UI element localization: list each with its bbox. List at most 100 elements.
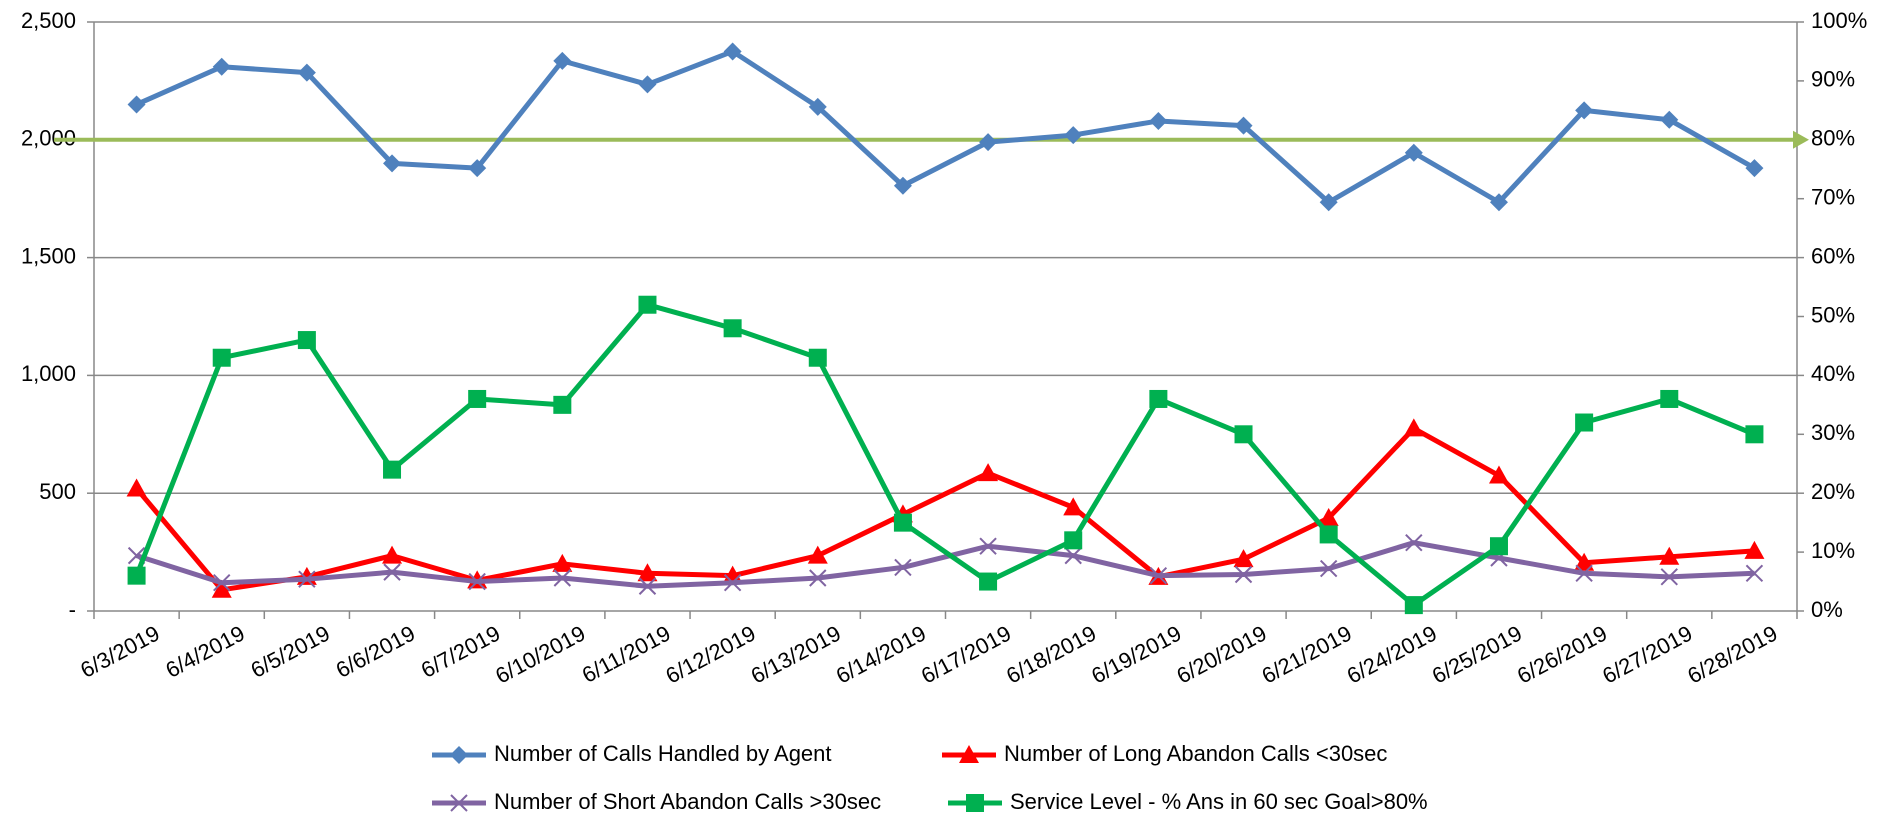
- x-tick-label: 6/27/2019: [1598, 620, 1696, 688]
- y2-tick-label: 80%: [1811, 126, 1855, 151]
- point: [1575, 413, 1594, 432]
- point: [1149, 566, 1168, 585]
- y2-tick-label: 50%: [1811, 302, 1855, 327]
- point: [1660, 389, 1679, 408]
- point: [383, 460, 402, 479]
- point: [1660, 110, 1679, 129]
- legend-label: Number of Calls Handled by Agent: [494, 741, 832, 766]
- point: [1745, 159, 1764, 178]
- point: [553, 51, 572, 70]
- point: [1659, 546, 1680, 565]
- legend-marker: [450, 746, 468, 764]
- point: [383, 154, 402, 173]
- point: [1319, 193, 1338, 212]
- y2-tick-label: 60%: [1811, 243, 1855, 268]
- point: [552, 553, 573, 572]
- point: [1064, 126, 1083, 145]
- point: [893, 513, 912, 532]
- y2-tick-label: 90%: [1811, 67, 1855, 92]
- y2-tick-label: 40%: [1811, 361, 1855, 386]
- x-tick-label: 6/21/2019: [1258, 620, 1356, 688]
- legend-marker: [959, 745, 979, 763]
- point: [1064, 531, 1083, 550]
- x-tick-label: 6/28/2019: [1683, 620, 1781, 688]
- point: [979, 537, 997, 555]
- point: [893, 176, 912, 195]
- point: [1574, 552, 1595, 571]
- y-tick-label: 500: [39, 479, 76, 504]
- point: [894, 558, 912, 577]
- y2-tick-label: 20%: [1811, 479, 1855, 504]
- y2-tick-label: 10%: [1811, 538, 1855, 563]
- point: [1234, 116, 1253, 135]
- point: [1575, 101, 1594, 120]
- point: [553, 569, 572, 587]
- x-tick-label: 6/11/2019: [578, 620, 675, 687]
- point: [1404, 143, 1423, 162]
- point: [468, 389, 487, 408]
- point: [638, 295, 657, 314]
- point: [127, 566, 146, 585]
- point: [127, 95, 146, 114]
- point: [126, 478, 147, 497]
- point: [1745, 425, 1764, 444]
- y-tick-label: 1,500: [21, 243, 76, 268]
- x-tick-label: 6/10/2019: [491, 620, 589, 688]
- x-tick-label: 6/6/2019: [332, 620, 419, 682]
- point: [213, 574, 231, 592]
- point: [1403, 418, 1424, 437]
- point: [297, 63, 316, 82]
- point: [979, 572, 998, 591]
- point: [723, 319, 742, 338]
- x-tick-label: 6/5/2019: [247, 620, 334, 682]
- point: [1063, 497, 1084, 516]
- point: [212, 57, 231, 76]
- legend-label: Number of Long Abandon Calls <30sec: [1004, 741, 1387, 766]
- point: [298, 570, 316, 588]
- y-tick-label: 2,500: [21, 8, 76, 33]
- point: [212, 348, 231, 367]
- point: [638, 577, 657, 595]
- point: [978, 463, 999, 482]
- point: [1489, 537, 1508, 556]
- point: [553, 395, 572, 414]
- series-line: [135, 48, 1756, 205]
- point: [808, 97, 827, 116]
- point: [638, 75, 657, 94]
- point: [1064, 546, 1082, 565]
- point: [809, 569, 827, 587]
- point: [468, 572, 486, 591]
- point: [382, 545, 403, 564]
- x-tick-label: 6/13/2019: [747, 620, 845, 688]
- point: [1489, 193, 1508, 212]
- point: [1149, 389, 1168, 408]
- point: [1660, 568, 1678, 586]
- y-tick-label: 1,000: [21, 361, 76, 386]
- point: [297, 331, 316, 350]
- point: [1575, 564, 1593, 583]
- x-tick-label: 6/19/2019: [1087, 620, 1185, 688]
- point: [637, 563, 658, 582]
- x-tick-label: 6/7/2019: [417, 620, 504, 682]
- x-tick-label: 6/26/2019: [1513, 620, 1611, 688]
- x-tick-label: 6/14/2019: [832, 620, 930, 688]
- point: [723, 42, 742, 61]
- series-line: [134, 302, 1756, 608]
- point: [1234, 565, 1253, 584]
- x-tick-label: 6/17/2019: [917, 620, 1015, 688]
- legend-marker: [966, 794, 984, 812]
- legend-label: Number of Short Abandon Calls >30sec: [494, 789, 881, 814]
- point: [1745, 564, 1764, 583]
- point: [1744, 540, 1765, 559]
- y2-tick-label: 30%: [1811, 420, 1855, 445]
- y2-tick-label: 0%: [1811, 597, 1843, 622]
- y-tick-label: -: [69, 597, 76, 622]
- y2-tick-label: 100%: [1811, 8, 1867, 33]
- x-tick-label: 6/18/2019: [1002, 620, 1100, 688]
- point: [1488, 465, 1509, 484]
- y2-tick-label: 70%: [1811, 185, 1855, 210]
- point: [1234, 425, 1253, 444]
- series-line: [134, 425, 1755, 593]
- point: [1233, 549, 1254, 568]
- point: [1318, 507, 1339, 526]
